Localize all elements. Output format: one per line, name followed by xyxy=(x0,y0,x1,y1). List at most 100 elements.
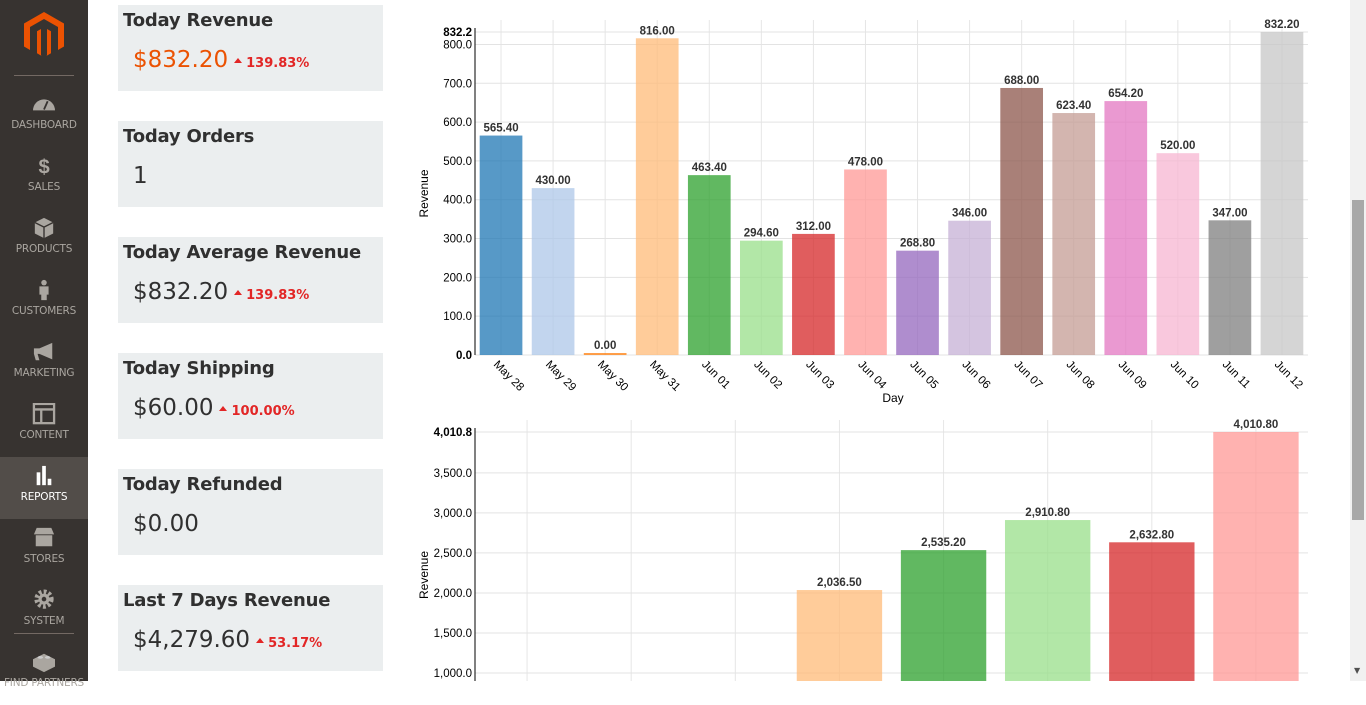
y-tick-label: 0.0 xyxy=(456,350,472,362)
stat-card: Today Refunded $0.00 xyxy=(118,469,383,555)
sidebar-item-find-partners[interactable]: FIND PARTNERS xyxy=(0,643,88,705)
bar xyxy=(1104,101,1148,355)
bar-value-label: 816.00 xyxy=(640,25,675,37)
stat-title: Today Shipping xyxy=(123,358,275,379)
x-tick-label: Jun 05 xyxy=(907,359,940,392)
sidebar-item-content[interactable]: CONTENT xyxy=(0,395,88,457)
bar xyxy=(1052,113,1096,355)
stat-value: $832.20 139.83% xyxy=(133,47,309,73)
bar-value-label: 478.00 xyxy=(848,156,883,168)
sidebar-item-products[interactable]: PRODUCTS xyxy=(0,209,88,271)
dashboard-icon xyxy=(33,99,55,111)
y-tick-label: 832.2 xyxy=(443,27,472,39)
scroll-down-arrow[interactable]: ▼ xyxy=(1354,666,1361,675)
stat-title: Last 7 Days Revenue xyxy=(123,590,331,611)
bar-value-label: 2,535.20 xyxy=(921,537,966,549)
bar-value-label: 2,036.50 xyxy=(817,577,862,589)
y-axis-label: Revenue xyxy=(417,169,431,217)
bar-value-label: 565.40 xyxy=(483,123,518,135)
bar-value-label: 832.20 xyxy=(1264,19,1299,31)
sidebar-item-marketing[interactable]: MARKETING xyxy=(0,333,88,395)
bar xyxy=(796,590,883,681)
daily-revenue-chart: 0.0 100.0 200.0 300.0 400.0 500.0 600.0 700.0 80… xyxy=(417,19,1308,405)
y-axis-label: Revenue xyxy=(417,551,431,599)
x-tick-label: Jun 11 xyxy=(1220,359,1252,391)
sidebar-item-stores[interactable]: STORES xyxy=(0,519,88,581)
sidebar-item-dashboard[interactable]: DASHBOARD xyxy=(0,85,88,147)
magento-logo[interactable] xyxy=(24,12,64,56)
svg-text:$: $ xyxy=(38,156,49,177)
sidebar-item-sales[interactable]: $ SALES xyxy=(0,147,88,209)
y-tick-label: 400.0 xyxy=(443,195,472,207)
bar xyxy=(739,240,783,355)
sidebar-item-label: PRODUCTS xyxy=(15,243,73,255)
sidebar-item-system[interactable]: SYSTEM xyxy=(0,581,88,643)
x-tick-label: May 29 xyxy=(543,359,578,394)
x-tick-label: Jun 06 xyxy=(959,359,992,392)
bar-value-label: 430.00 xyxy=(536,175,571,187)
stat-value: 1 xyxy=(133,163,148,189)
y-tick-label: 2,500.0 xyxy=(434,548,472,560)
sidebar-item-label: REPORTS xyxy=(20,491,68,503)
stat-title: Today Average Revenue xyxy=(123,242,361,263)
bar-chart-icon xyxy=(36,465,52,486)
bar xyxy=(1260,32,1304,355)
y-tick-label: 3,000.0 xyxy=(434,508,472,520)
sidebar-item-reports[interactable]: REPORTS xyxy=(0,457,88,519)
x-tick-label: May 28 xyxy=(491,359,526,394)
admin-sidebar: DASHBOARD $ SALES PRODUCTS CUSTOMERS MARKETIN… xyxy=(0,0,88,689)
x-tick-label: Jun 01 xyxy=(699,359,732,392)
bar xyxy=(635,38,679,356)
person-icon xyxy=(39,279,49,301)
sidebar-item-customers[interactable]: CUSTOMERS xyxy=(0,271,88,333)
x-axis-label: Day xyxy=(882,391,903,405)
change-up-indicator: 100.00% xyxy=(219,404,294,419)
stat-amount: $4,279.60 xyxy=(133,627,251,653)
bar-value-label: 2,910.80 xyxy=(1025,507,1070,519)
stat-card: Today Shipping $60.00 100.00% xyxy=(118,353,383,439)
stat-title: Today Refunded xyxy=(123,474,283,495)
megaphone-icon xyxy=(33,342,53,361)
bar xyxy=(1109,542,1195,681)
bar-value-label: 623.40 xyxy=(1056,100,1091,112)
bar xyxy=(1208,220,1252,355)
bar xyxy=(531,188,575,355)
change-up-indicator: 53.17% xyxy=(256,636,322,651)
sidebar-item-label: STORES xyxy=(23,553,65,565)
bar xyxy=(687,175,731,355)
x-tick-label: Jun 02 xyxy=(751,359,784,392)
bar xyxy=(1156,153,1200,355)
stat-amount: $832.20 xyxy=(133,279,229,305)
y-tick-label: 500.0 xyxy=(443,156,472,168)
sidebar-item-label: CONTENT xyxy=(19,429,69,441)
x-tick-label: May 31 xyxy=(647,359,682,394)
change-up-indicator: 139.83% xyxy=(234,56,309,71)
change-up-indicator: 139.83% xyxy=(234,288,309,303)
y-tick-label: 1,500.0 xyxy=(434,628,472,640)
x-tick-label: Jun 10 xyxy=(1168,359,1201,392)
stat-amount: 1 xyxy=(133,163,148,189)
x-tick-label: Jun 04 xyxy=(855,359,888,392)
bar-value-label: 688.00 xyxy=(1004,75,1039,87)
stat-amount: $832.20 xyxy=(133,47,229,73)
x-tick-label: Jun 12 xyxy=(1272,359,1305,392)
bar xyxy=(1213,432,1299,681)
sidebar-item-label: SYSTEM xyxy=(23,615,65,627)
sidebar-item-label: FIND PARTNERS xyxy=(3,677,85,689)
bar xyxy=(1000,87,1044,356)
stat-card: Today Average Revenue $832.20 139.83% xyxy=(118,237,383,323)
scrollbar[interactable]: ▼ xyxy=(1350,0,1366,681)
x-tick-label: Jun 09 xyxy=(1116,359,1149,392)
y-tick-label: 600.0 xyxy=(443,117,472,129)
dollar-icon: $ xyxy=(38,156,49,177)
sidebar-item-label: SALES xyxy=(27,181,61,193)
bar xyxy=(948,220,991,355)
weekly-revenue-chart: 1,000.0 1,500.0 2,000.0 2,500.0 3,000.0 3,500… xyxy=(417,419,1308,681)
bar-value-label: 294.60 xyxy=(744,228,779,240)
bar xyxy=(844,169,887,355)
bar-value-label: 2,632.80 xyxy=(1129,529,1174,541)
scrollbar-thumb[interactable] xyxy=(1352,200,1364,520)
sidebar-item-label: MARKETING xyxy=(13,367,75,379)
x-tick-label: Jun 03 xyxy=(803,359,836,392)
bar-value-label: 312.00 xyxy=(796,221,831,233)
